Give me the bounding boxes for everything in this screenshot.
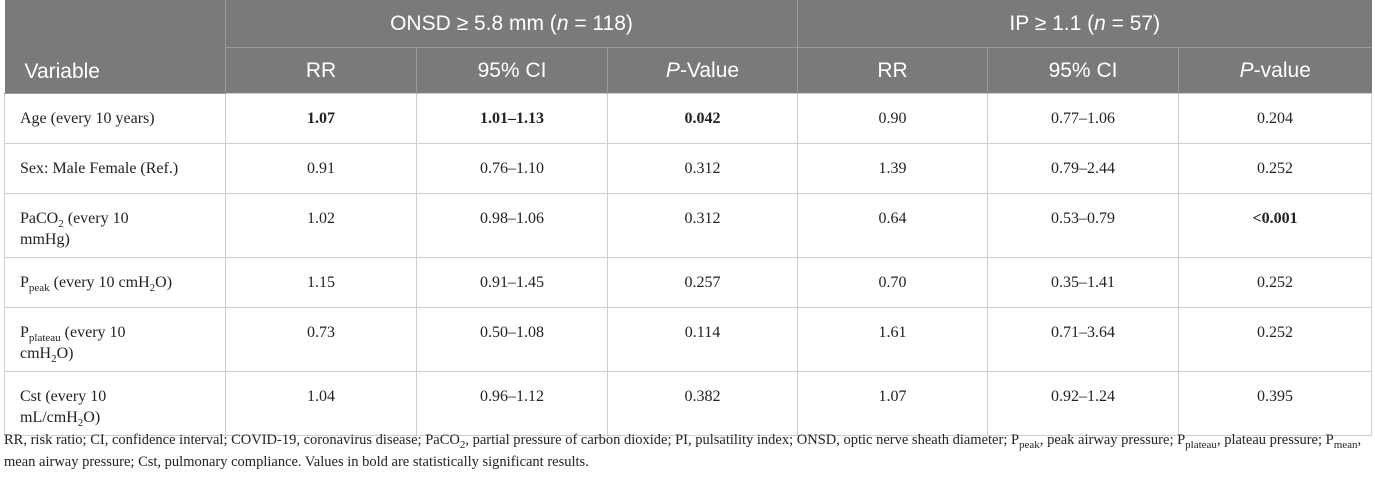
table-row: Ppeak (every 10 cmH2O) 1.15 0.91–1.45 0.… [4,257,1373,308]
rr-cell: 0.73 [225,307,417,372]
ci-cell: 0.91–1.45 [416,257,608,308]
rr-cell: 0.64 [797,193,989,258]
p-cell: 0.042 [606,93,799,144]
col-ci-1: 95% CI [416,47,608,94]
ci-cell: 0.50–1.08 [416,307,608,372]
rr-cell: 1.07 [225,93,417,144]
variable-cell: Cst (every 10 mL/cmH2O) [4,371,226,436]
rr-cell: 1.02 [225,193,417,258]
ci-cell: 0.79–2.44 [987,143,1180,194]
rr-cell: 1.04 [225,371,417,436]
rr-cell: 0.91 [225,143,417,194]
table-header: Variable ONSD ≥ 5.8 mm (n = 118) IP ≥ 1.… [4,0,1372,94]
variable-header: Variable [4,0,226,94]
p-cell: 0.252 [1178,257,1373,308]
table-body: Age (every 10 years) 1.07 1.01–1.13 0.04… [4,93,1373,436]
table-row: Age (every 10 years) 1.07 1.01–1.13 0.04… [4,93,1373,144]
table-footnote: RR, risk ratio; CI, confidence interval;… [4,432,1362,470]
rr-cell: 1.15 [225,257,417,308]
p-cell: <0.001 [1178,193,1373,258]
variable-cell: Age (every 10 years) [4,93,226,144]
table-row: Pplateau (every 10 cmH2O) 0.73 0.50–1.08 … [4,307,1373,372]
ci-cell: 0.92–1.24 [987,371,1180,436]
p-cell: 0.257 [606,257,799,308]
rr-cell: 0.90 [797,93,989,144]
ci-cell: 0.53–0.79 [987,193,1180,258]
p-cell: 0.382 [606,371,799,436]
rr-cell: 1.07 [797,371,989,436]
col-p-1: P-Value [606,47,798,94]
p-cell: 0.252 [1178,143,1373,194]
p-cell: 0.252 [1178,307,1373,372]
ci-cell: 0.98–1.06 [416,193,608,258]
ci-cell: 1.01–1.13 [416,93,608,144]
variable-cell: PaCO2 (every 10 mmHg) [4,193,226,258]
p-cell: 0.395 [1178,371,1373,436]
table-row: PaCO2 (every 10 mmHg) 1.02 0.98–1.06 0.31… [4,193,1373,258]
results-table: Variable ONSD ≥ 5.8 mm (n = 118) IP ≥ 1.… [4,0,1373,436]
p-cell: 0.114 [606,307,799,372]
rr-cell: 1.61 [797,307,989,372]
group2-header: IP ≥ 1.1 (n = 57) [797,0,1372,48]
group1-header: ONSD ≥ 5.8 mm (n = 118) [224,0,798,48]
col-p-2: P-value [1178,47,1372,94]
variable-cell: Pplateau (every 10 cmH2O) [4,307,226,372]
rr-cell: 1.39 [797,143,989,194]
ci-cell: 0.76–1.10 [416,143,608,194]
rr-cell: 0.70 [797,257,989,308]
col-rr-1: RR [225,47,417,94]
ci-cell: 0.71–3.64 [987,307,1180,372]
col-rr-2: RR [797,47,988,94]
col-ci-2: 95% CI [987,47,1179,94]
variable-cell: Ppeak (every 10 cmH2O) [4,257,226,308]
ci-cell: 0.35–1.41 [987,257,1180,308]
p-cell: 0.312 [606,143,799,194]
table-row: Sex: Male Female (Ref.) 0.91 0.76–1.10 0… [4,143,1373,194]
p-cell: 0.312 [606,193,799,258]
ci-cell: 0.96–1.12 [416,371,608,436]
ci-cell: 0.77–1.06 [987,93,1180,144]
variable-cell: Sex: Male Female (Ref.) [4,143,226,194]
results-table-container: Variable ONSD ≥ 5.8 mm (n = 118) IP ≥ 1.… [4,0,1373,436]
table-row: Cst (every 10 mL/cmH2O) 1.04 0.96–1.12 0.… [4,371,1373,436]
p-cell: 0.204 [1178,93,1373,144]
